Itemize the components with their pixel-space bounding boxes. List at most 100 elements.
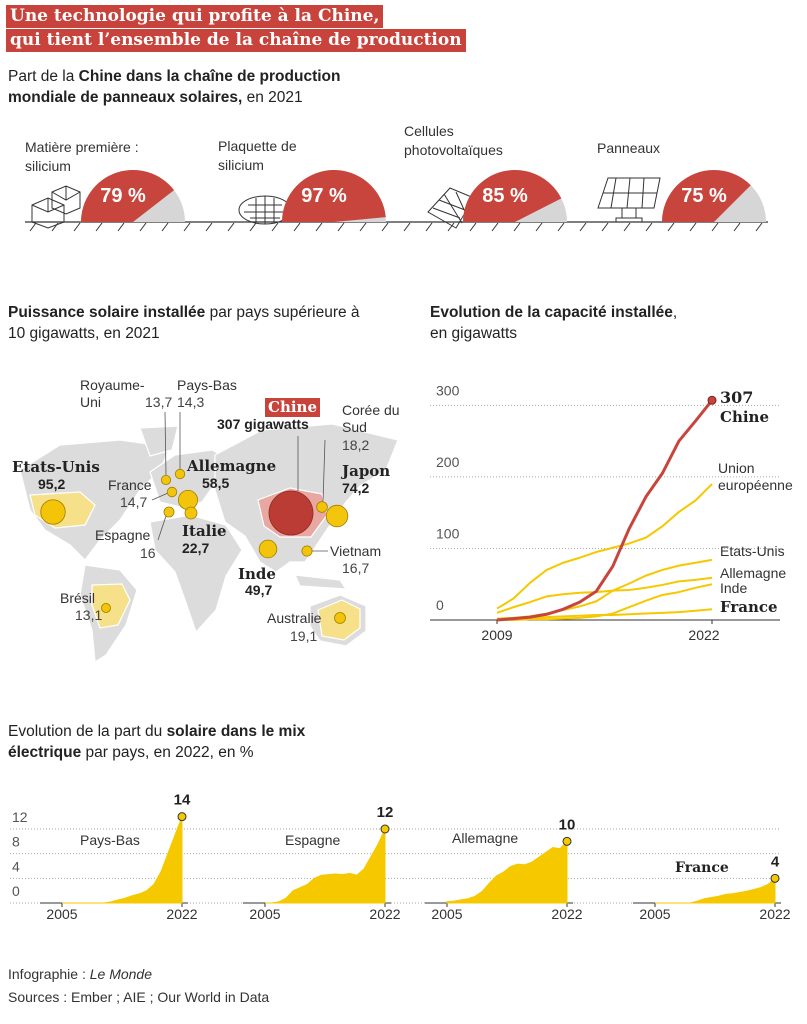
line [496, 558, 713, 620]
gauge-label: 85 % [482, 185, 528, 207]
footer-sources: Sources : Ember ; AIE ; Our World in Dat… [8, 989, 270, 1005]
ground-hatch [579, 222, 587, 232]
line [496, 483, 713, 610]
country-value: 58,5 [202, 475, 230, 491]
ground-hatch [227, 222, 235, 232]
title-part: par pays supérieure à 10 gigawatts, en 2… [8, 304, 360, 342]
country-name: Royaume-Uni [80, 377, 145, 410]
country-value: 16,7 [342, 560, 370, 576]
country-value: 13,7 [145, 394, 173, 410]
credit-label: Infographie : [8, 966, 86, 982]
area [655, 877, 776, 904]
ground-hatch [139, 222, 147, 232]
ground-hatch [447, 222, 455, 232]
end-dot [562, 836, 572, 846]
ground-hatch [95, 222, 103, 232]
bubble [184, 506, 198, 520]
north-america [19, 439, 171, 561]
country-name: Allemagne [187, 457, 277, 475]
area [446, 840, 568, 904]
y-tick-label: 0 [436, 597, 444, 613]
title-part: Evolution de la part du [8, 723, 167, 740]
x-tick-label: 2022 [759, 906, 790, 922]
chart-title: Part de la Chine dans la chaîne de produ… [8, 66, 378, 108]
x-tick-label: 2022 [166, 906, 197, 922]
ground-hatch [249, 222, 257, 232]
title-part: , en gigawatts [430, 304, 678, 342]
bubble [166, 486, 178, 498]
country-value: 74,2 [342, 480, 370, 496]
title-part: Puissance solaire installée [8, 304, 206, 321]
ground-hatch [381, 222, 389, 232]
ground-hatch [623, 222, 631, 232]
ground-hatch [183, 222, 191, 232]
credit: Le Monde [89, 966, 153, 982]
bubble [301, 545, 313, 557]
x-tick-label: 2009 [481, 627, 512, 643]
ground-hatch [535, 222, 543, 232]
country-name: Vietnam [330, 543, 382, 559]
country-name: Australie [267, 610, 322, 626]
area [62, 816, 183, 904]
country-value: 49,7 [245, 582, 273, 598]
ground-hatch [513, 222, 521, 232]
x-tick-label: 2022 [551, 906, 582, 922]
end-dot [380, 824, 390, 834]
country-name: Italie [182, 522, 227, 540]
bubble [334, 612, 346, 624]
ground-hatch [689, 222, 697, 232]
bubble [174, 468, 186, 480]
x-tick-label: 2022 [369, 906, 400, 922]
icon-panel [597, 177, 661, 223]
bubble [268, 490, 314, 536]
header-title-line: Une technologie qui profite à la Chine, [6, 5, 384, 28]
line [496, 399, 714, 622]
end-value: 307 [720, 388, 754, 407]
ground-hatch [645, 222, 653, 232]
country-name: Pays-Bas [177, 377, 237, 393]
country-value: 22,7 [182, 540, 210, 556]
title-part: Part de la [8, 68, 79, 85]
ground-hatch [271, 222, 279, 232]
country-name: Corée du Sud [342, 402, 400, 435]
line [497, 583, 713, 621]
country-value: 13,1 [75, 607, 103, 623]
title-part: solaire dans le mix électrique [8, 723, 306, 761]
leader-line [164, 411, 167, 477]
icon-wafer-grid [244, 196, 286, 224]
ground-hatch [359, 222, 367, 232]
gauge-value [81, 169, 175, 222]
end-value: 14 [174, 792, 191, 809]
area [265, 828, 386, 904]
footer-credit: Infographie : Le Monde [8, 966, 152, 982]
ground-hatch [315, 222, 323, 232]
country-name: Espagne [95, 527, 151, 543]
series-label: Inde [720, 580, 748, 596]
gauge-value [662, 170, 751, 222]
africa [149, 514, 243, 634]
bubble [163, 506, 175, 518]
country-value: 16 [140, 545, 156, 561]
ground-hatch [73, 222, 81, 232]
end-dot [707, 395, 717, 405]
x-tick-label: 2005 [431, 906, 462, 922]
country-name: Etats-Unis [12, 458, 100, 476]
ground-hatch [337, 222, 345, 232]
ground-hatch [29, 222, 37, 232]
y-tick-label: 200 [436, 454, 460, 470]
title-part: Chine dans la chaîne de production mondi… [8, 68, 341, 106]
ground-hatch [601, 222, 609, 232]
bubble [101, 603, 111, 613]
panel-label: Allemagne [452, 830, 519, 846]
leader-line [157, 515, 167, 541]
x-tick-label: 2005 [639, 906, 670, 922]
bubble [160, 474, 172, 486]
bubble [325, 504, 349, 528]
bubble [177, 489, 199, 511]
ground-hatch [491, 222, 499, 232]
end-value: 4 [771, 853, 780, 870]
ground-hatch [51, 222, 59, 232]
panel-label: France [675, 860, 729, 876]
ground-hatch [711, 222, 719, 232]
country-value: 307 gigawatts [217, 416, 309, 432]
